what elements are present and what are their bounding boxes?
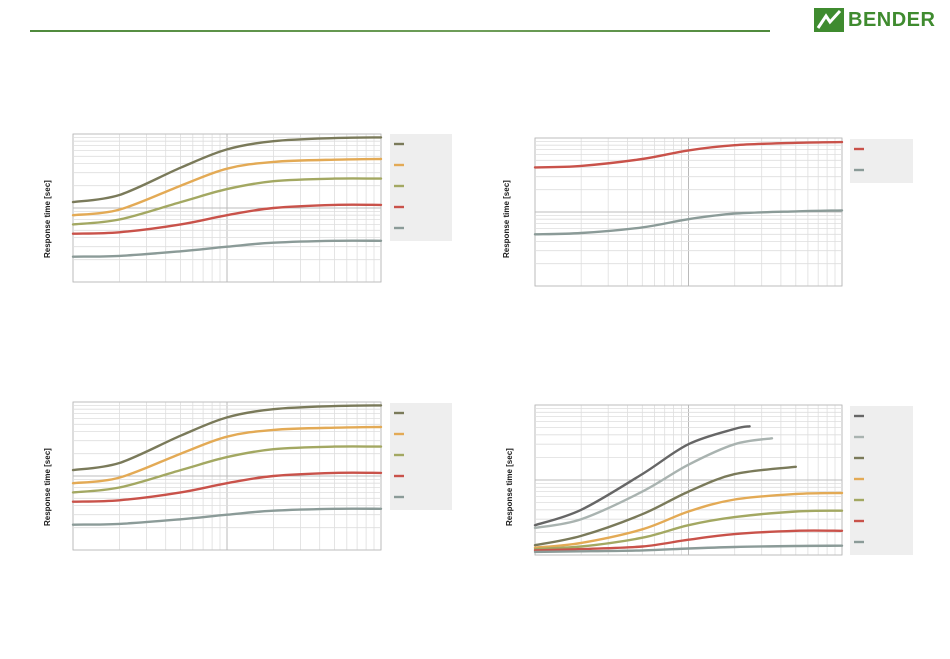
chart-3-legend [390,403,452,510]
header-rule [30,30,770,32]
chart-1-legend [390,134,452,241]
chart-2-legend [850,139,913,183]
bender-logo: BENDER [814,8,935,32]
chart-2-series-line-2 [533,209,844,236]
chart-4-series-line-6 [533,529,844,552]
chart-3-series-line-2 [71,425,383,485]
bender-logo-icon [814,8,844,32]
chart-1-series-line-1 [71,136,383,204]
chart-4-series-line-7 [533,544,844,554]
brand-name: BENDER [848,8,936,31]
chart-4-series-line-3 [533,465,797,547]
chart-1-series-line-2 [71,157,383,217]
chart-3-series-line-5 [71,507,383,526]
chart-1-series-line-3 [71,177,383,226]
chart-4-series-line-2 [533,437,774,530]
chart-3-series-line-4 [71,471,383,503]
chart-1-series-line-5 [71,239,383,258]
chart-3-series-line-1 [71,404,383,472]
chart-3-series-line-3 [71,445,383,494]
chart-4-series-line-4 [533,491,844,549]
chart-4-series-line-1 [533,425,751,527]
chart-1-series-line-4 [71,203,383,235]
chart-4-legend [850,406,913,555]
chart-4-series-line-5 [533,509,844,551]
chart-2-series-line-1 [533,140,844,169]
